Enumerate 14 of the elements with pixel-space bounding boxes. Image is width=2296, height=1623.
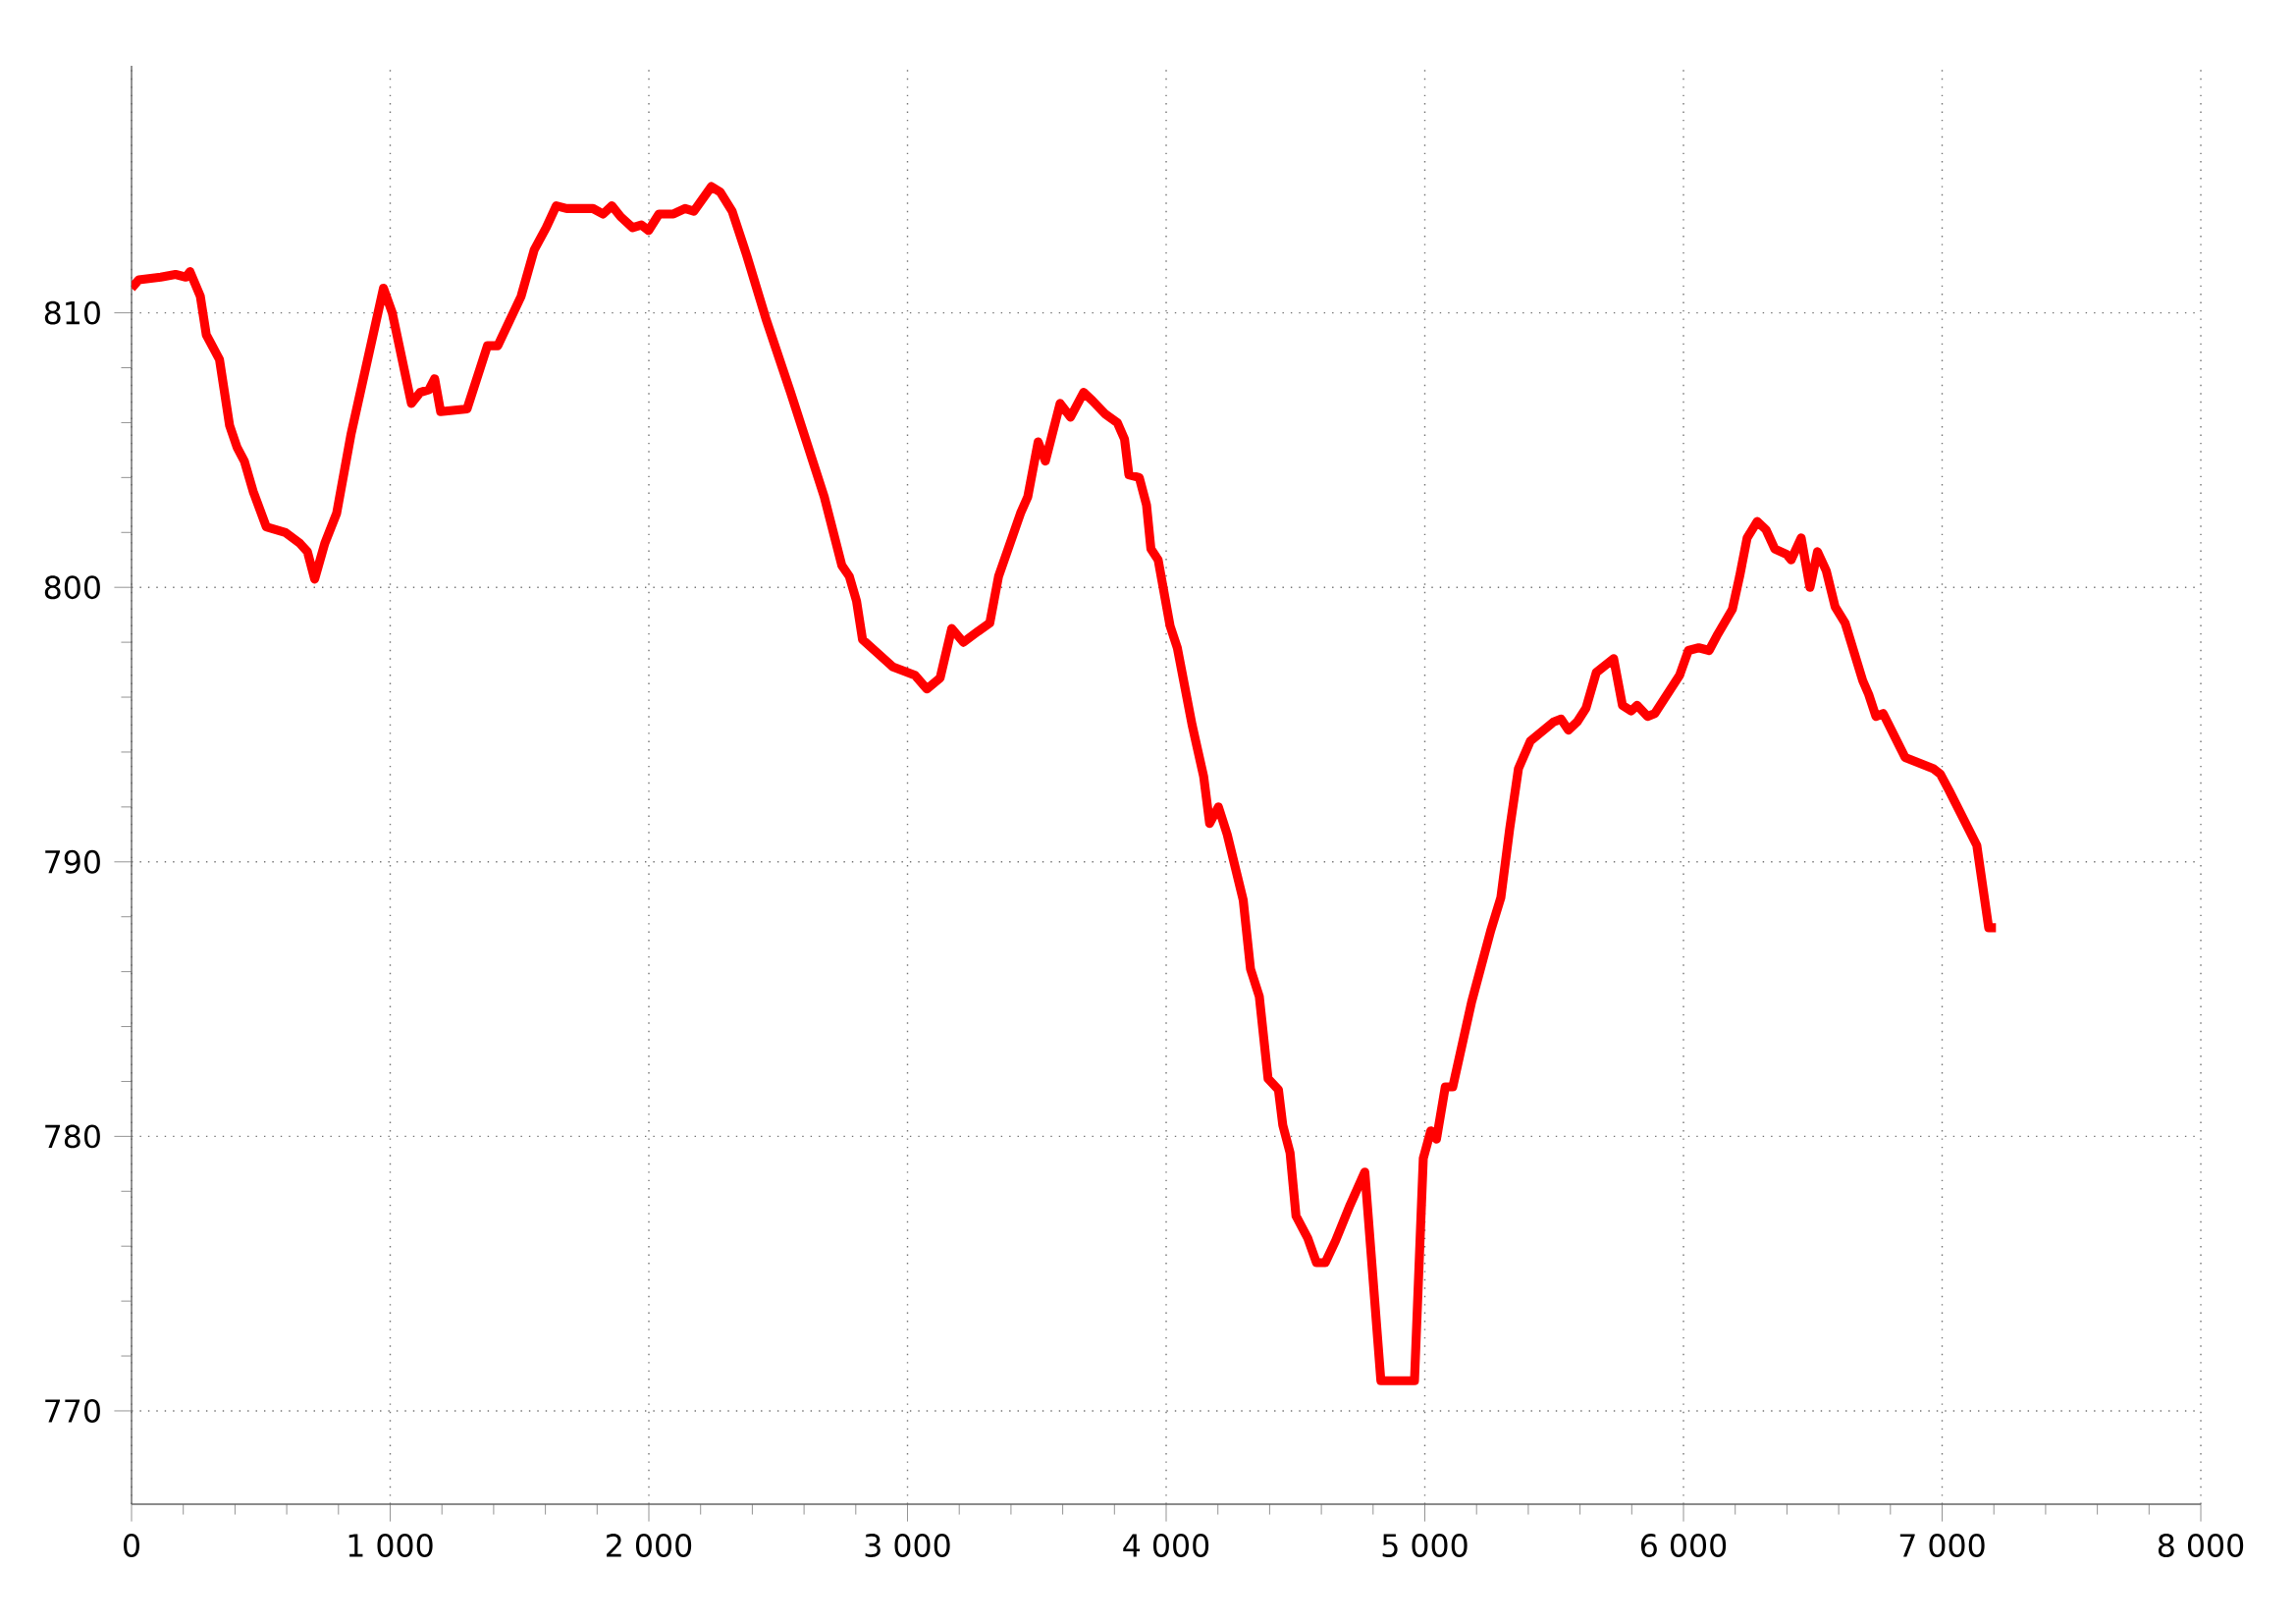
x-tick-label: 3 000 [865,1534,950,1557]
x-tick-label: 4 000 [1123,1534,1209,1557]
y-tick-label: 780 [45,1124,100,1149]
y-tick-label: 810 [44,300,100,325]
x-tick-label: 6 000 [1640,1534,1727,1557]
x-tick-label: 2 000 [607,1534,692,1557]
x-tick-label: 5 000 [1382,1534,1468,1557]
x-tick-label: 1 000 [348,1534,433,1557]
x-tick-label: 0 [124,1534,139,1557]
x-tick-label: 7 000 [1899,1534,1985,1557]
x-tick-label: 8 000 [2158,1534,2244,1557]
y-tick-label: 800 [44,575,100,600]
y-tick-label: 770 [45,1398,100,1423]
y-tick-label: 790 [45,849,100,874]
